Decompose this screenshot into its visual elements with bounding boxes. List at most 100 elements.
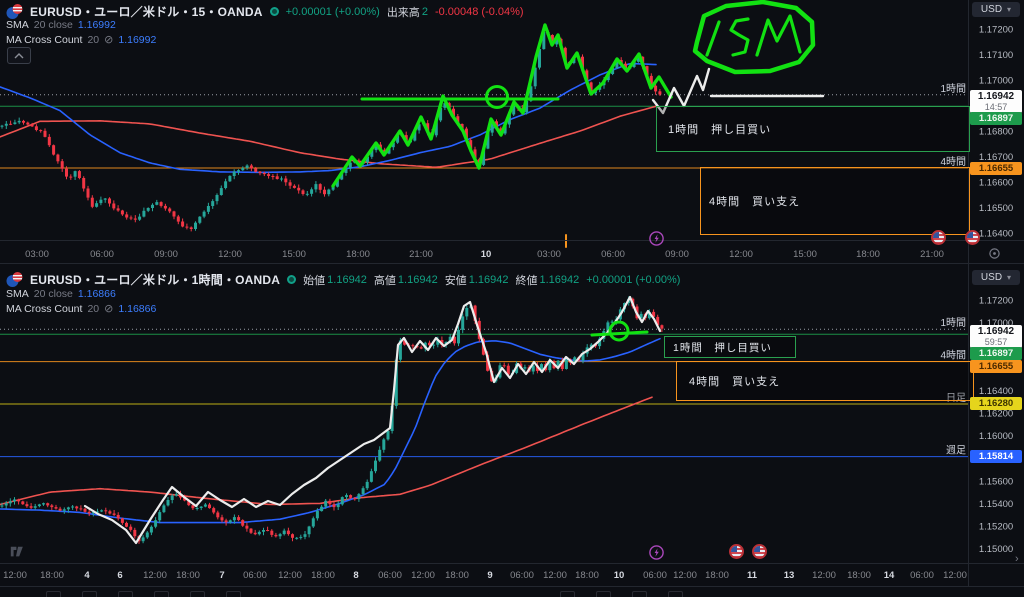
indicator-label: MA Cross Count xyxy=(6,33,83,46)
level-name-label: 日足 xyxy=(946,392,966,404)
volume-value: 2 xyxy=(421,5,428,18)
level-price-box-blue: 1.15814 xyxy=(970,450,1022,463)
annotation-1h-buy-dip-15m[interactable]: 1時間 押し目買い xyxy=(656,106,970,152)
time-tick-label: 06:00 xyxy=(601,249,625,260)
toolbar-icon[interactable] xyxy=(118,591,133,597)
disabled-icon[interactable]: ⊘ xyxy=(104,303,114,315)
symbol-title[interactable]: EURUSD・ユーロ／米ドル・15・OANDA xyxy=(30,5,263,19)
annotation-4h-support-1h[interactable]: 4時間 買い支え xyxy=(676,361,974,401)
bottom-toolbar[interactable] xyxy=(0,586,1024,597)
price-tick-label: 1.15200 xyxy=(979,522,1013,533)
indicator-value: 1.16992 xyxy=(118,33,157,46)
toolbar-icon[interactable] xyxy=(560,591,575,597)
price-tick-label: 1.16700 xyxy=(979,152,1013,163)
level-name-label: 1時間 xyxy=(940,83,966,95)
price-tick-label: 1.16600 xyxy=(979,178,1013,189)
chevron-down-icon: ▾ xyxy=(1007,5,1012,14)
level-name-label: 週足 xyxy=(946,445,966,457)
price-tick-label: 1.16000 xyxy=(979,431,1013,442)
indicator-params: 20 close xyxy=(33,19,73,31)
time-tick-label: 09:00 xyxy=(154,249,178,260)
us-flag-event-icon[interactable] xyxy=(931,230,946,245)
scroll-right-chevron-icon[interactable]: › xyxy=(1015,553,1019,565)
low-label: 安値 xyxy=(444,274,467,287)
toolbar-icon[interactable] xyxy=(190,591,205,597)
currency-selector-top[interactable]: USD ▾ xyxy=(972,2,1020,17)
time-tick-label: 18:00 xyxy=(40,570,64,581)
indicator-sma-15m[interactable]: SMA 20 close 1.16992 xyxy=(6,19,116,31)
level-price-box-green: 1.16897 xyxy=(970,347,1022,360)
price-tick-label: 1.17000 xyxy=(979,76,1013,87)
legend-collapse-button[interactable] xyxy=(7,47,31,64)
bar-countdown: 14:57 xyxy=(984,102,1008,112)
toolbar-icon[interactable] xyxy=(596,591,611,597)
chevron-up-icon xyxy=(14,52,24,58)
time-tick-label: 12:00 xyxy=(673,570,697,581)
indicator-label: MA Cross Count xyxy=(6,302,83,315)
level-price-box-green: 1.16897 xyxy=(970,112,1022,125)
time-tick-label: 18:00 xyxy=(856,249,880,260)
symbol-logo-icon xyxy=(6,272,23,287)
price-tick-label: 1.17100 xyxy=(979,50,1013,61)
level-name-label: 1時間 xyxy=(940,317,966,329)
close-label: 終値 xyxy=(515,274,538,287)
toolbar-icon[interactable] xyxy=(46,591,61,597)
time-tick-label: 14 xyxy=(884,570,895,581)
level-name-label: 4時間 xyxy=(940,156,966,168)
indicator-sma-1h[interactable]: SMA 20 close 1.16866 xyxy=(6,288,116,300)
price-tick-label: 1.16400 xyxy=(979,229,1013,240)
time-tick-label: 18:00 xyxy=(445,570,469,581)
toolbar-icon[interactable] xyxy=(226,591,241,597)
time-tick-label: 06:00 xyxy=(910,570,934,581)
time-tick-label: 12:00 xyxy=(278,570,302,581)
disabled-icon[interactable]: ⊘ xyxy=(104,34,114,46)
level-price-box-orange: 1.16655 xyxy=(970,162,1022,175)
open-label: 始値 xyxy=(303,274,326,287)
tradingview-logo xyxy=(10,546,32,565)
time-tick-label: 11 xyxy=(747,570,758,581)
time-tick-label: 06:00 xyxy=(378,570,402,581)
event-lightning-icon[interactable] xyxy=(649,231,664,246)
time-tick-label: 9 xyxy=(487,570,492,581)
us-flag-event-icon[interactable] xyxy=(752,544,767,559)
time-tick-label: 10 xyxy=(481,249,492,260)
low-value: 1.16942 xyxy=(468,273,509,286)
indicator-macross-1h[interactable]: MA Cross Count 20 ⊘ 1.16866 xyxy=(6,302,156,316)
axis-settings-gear-icon[interactable] xyxy=(988,247,1001,265)
price-tick-label: 1.16200 xyxy=(979,409,1013,420)
flag-canton xyxy=(731,546,737,552)
currency-selector-bottom[interactable]: USD ▾ xyxy=(972,270,1020,285)
time-tick-label: 10 xyxy=(614,570,625,581)
time-tick-label: 12:00 xyxy=(218,249,242,260)
flag-canton xyxy=(754,546,760,552)
symbol-title[interactable]: EURUSD・ユーロ／米ドル・1時間・OANDA xyxy=(30,273,281,287)
flag-canton xyxy=(967,232,973,238)
price-tick-label: 1.17000 xyxy=(979,318,1013,329)
annotation-4h-support-15m[interactable]: 4時間 買い支え xyxy=(700,167,970,235)
price-tick-label: 1.15400 xyxy=(979,499,1013,510)
time-tick-label: 21:00 xyxy=(409,249,433,260)
us-flag-event-icon[interactable] xyxy=(729,544,744,559)
currency-label: USD xyxy=(980,272,1003,283)
toolbar-icon[interactable] xyxy=(82,591,97,597)
price-tick-label: 1.15000 xyxy=(979,544,1013,555)
toolbar-icon[interactable] xyxy=(632,591,647,597)
annotation-text: 1時間 押し目買い xyxy=(673,341,772,354)
indicator-macross-15m[interactable]: MA Cross Count 20 ⊘ 1.16992 xyxy=(6,33,157,47)
toolbar-icon[interactable] xyxy=(668,591,683,597)
time-tick-label: 06:00 xyxy=(90,249,114,260)
event-lightning-icon[interactable] xyxy=(649,545,664,560)
indicator-params: 20 xyxy=(87,33,100,46)
us-flag-event-icon[interactable] xyxy=(965,230,980,245)
time-tick-label: 7 xyxy=(219,570,224,581)
time-tick-label: 8 xyxy=(353,570,358,581)
toolbar-icon[interactable] xyxy=(154,591,169,597)
annotation-1h-buy-dip-1h[interactable]: 1時間 押し目買い xyxy=(664,336,796,358)
price-tick-label: 1.17200 xyxy=(979,296,1013,307)
flag-canton xyxy=(933,232,939,238)
last-price-box-1h: 1.16942 59:57 xyxy=(970,325,1022,348)
indicator-params: 20 xyxy=(87,302,100,315)
time-tick-label: 18:00 xyxy=(176,570,200,581)
